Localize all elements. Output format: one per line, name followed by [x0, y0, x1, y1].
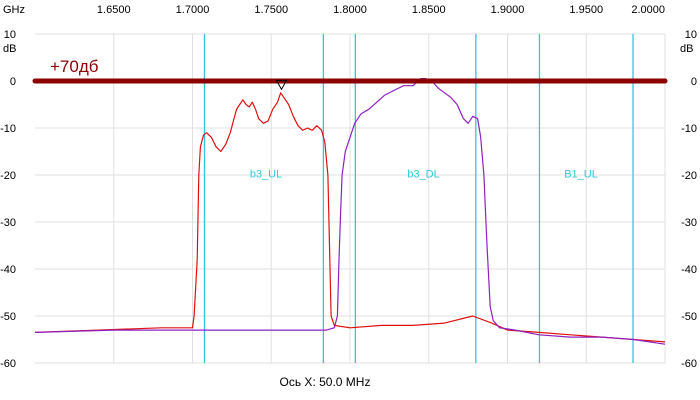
band-lines: b3_UL b3_DL B1_UL: [203, 34, 634, 363]
y-tick-label-right: -20: [681, 170, 697, 182]
top-axis-unit: GHz: [3, 4, 25, 16]
y-tick-label-left: -60: [0, 358, 16, 370]
y-tick-label-left: -50: [0, 311, 16, 323]
left-axis-unit: dB: [3, 43, 16, 55]
x-tick-label: 1.9500: [569, 4, 603, 16]
axis-labels: 1.6500 1.7000 1.7500 1.8000 1.8500 1.9000 1.95…: [0, 4, 697, 370]
trace-1: [34, 92, 666, 343]
y-tick-label-left: -40: [0, 264, 16, 276]
x-tick-label: 1.9000: [491, 4, 525, 16]
band-label: b3_UL: [250, 168, 282, 180]
y-tick-label-left: -30: [0, 217, 16, 229]
x-tick-label: 1.7500: [254, 4, 288, 16]
x-tick-label: 1.8000: [333, 4, 367, 16]
y-tick-label-right: 0: [691, 76, 697, 88]
marker-triangle: [275, 79, 288, 91]
y-tick-label-left: 0: [10, 76, 16, 88]
x-tick-label: 1.6500: [97, 4, 131, 16]
x-tick-label: 1.7000: [176, 4, 210, 16]
x-axis-label: Ось X: 50.0 MHz: [280, 375, 371, 389]
y-tick-label-right: -40: [681, 264, 697, 276]
y-tick-label-left: -20: [0, 170, 16, 182]
right-axis-unit: dB: [680, 43, 693, 55]
x-tick-label: 1.8500: [412, 4, 446, 16]
x-tick-label: 2.0000: [631, 4, 665, 16]
y-tick-label-left: 10: [4, 29, 16, 41]
y-tick-label-right: 10: [685, 29, 697, 41]
y-tick-label-left: -10: [0, 123, 16, 135]
reference-line: [32, 78, 668, 91]
y-tick-label-right: -50: [681, 311, 697, 323]
band-label: B1_UL: [564, 168, 598, 180]
y-tick-label-right: -30: [681, 217, 697, 229]
reference-line-label: +70дб: [50, 57, 99, 76]
y-tick-label-right: -60: [681, 358, 697, 370]
band-label: b3_DL: [407, 168, 439, 180]
y-tick-label-right: -10: [681, 123, 697, 135]
